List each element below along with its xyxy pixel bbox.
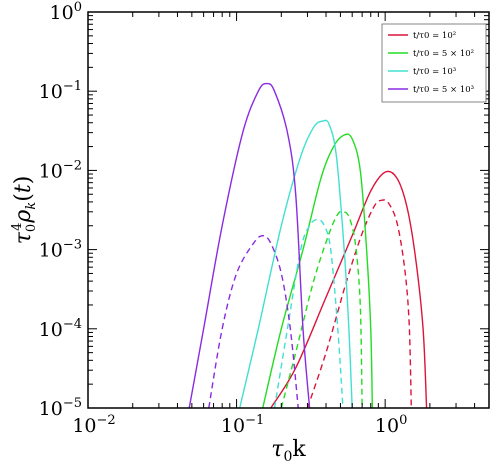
legend: t/τ0 = 10² t/τ0 = 5 × 10² t/τ0 = 10³ t/τ0 =… <box>381 23 487 103</box>
y-tick-label: 10−3 <box>39 238 82 262</box>
series-3-dashed-line <box>273 218 344 408</box>
x-tick-label: 10−1 <box>221 413 264 437</box>
legend-label-3: t/τ0 = 10³ <box>413 67 456 77</box>
series-4-solid-line <box>188 82 311 408</box>
x-tick-label: 100 <box>375 413 407 437</box>
y-tick-label: 10−5 <box>39 396 82 420</box>
series-1-solid-line <box>270 170 428 408</box>
x-axis-label: τ0k <box>271 437 306 465</box>
x-tick-label: 10−2 <box>72 413 115 437</box>
series-4-dashed-line <box>208 234 299 408</box>
series-2-dashed-line <box>280 210 363 408</box>
series-curves <box>188 82 428 408</box>
y-axis-label: τ04ρk(t) <box>10 176 39 245</box>
y-tick-label: 100 <box>50 0 82 24</box>
y-tick-label: 10−2 <box>39 158 82 182</box>
legend-label-2: t/τ0 = 5 × 10² <box>413 49 474 59</box>
series-3-solid-line <box>239 119 353 408</box>
series-1-dashed-line <box>306 199 413 408</box>
plot-frame <box>87 11 490 409</box>
series-2-solid-line <box>262 133 374 408</box>
legend-label-4: t/τ0 = 5 × 10³ <box>413 85 474 95</box>
y-tick-label: 10−1 <box>39 79 82 103</box>
legend-label-1: t/τ0 = 10² <box>413 31 456 41</box>
y-tick-label: 10−4 <box>39 317 82 341</box>
axis-tick-labels: 10−2 10−1 100 10−5 10−4 10−3 10−2 10−1 100 <box>39 0 408 437</box>
